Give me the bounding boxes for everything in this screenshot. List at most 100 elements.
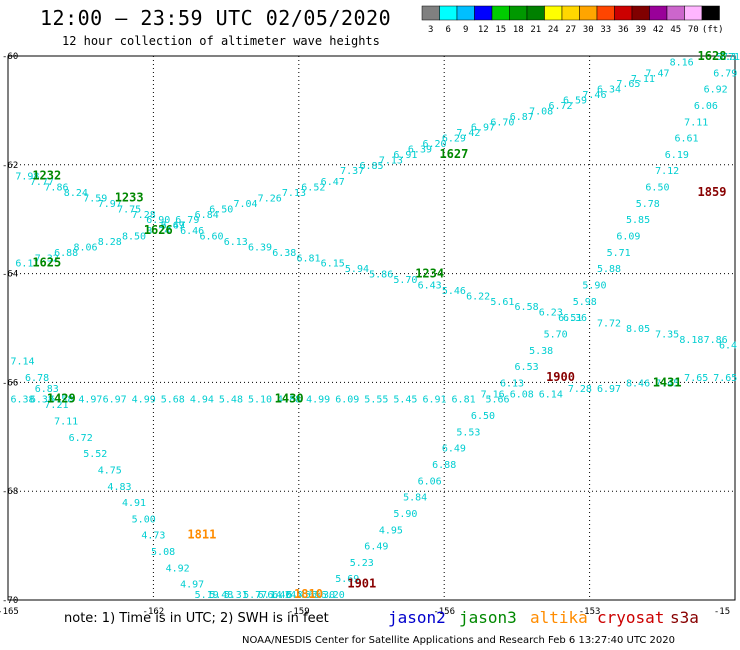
y-tick-label: -64: [2, 270, 18, 280]
wave-height-value: 7.65: [713, 373, 737, 384]
wave-height-value: 6.20: [321, 590, 345, 601]
wave-height-value: 6.39: [248, 242, 272, 253]
colorbar-swatch: [456, 5, 475, 21]
wave-height-value: 5.53: [456, 427, 480, 438]
colorbar-swatch: [561, 5, 580, 21]
wave-height-value: 6.81: [296, 253, 320, 264]
pass-time-label: 1859: [698, 185, 727, 199]
x-tick-label: -162: [143, 607, 165, 617]
wave-height-value: 5.78: [636, 199, 660, 210]
wave-height-value: 5.71: [716, 52, 740, 63]
y-tick-label: -62: [2, 161, 18, 171]
x-tick-label: -165: [0, 607, 19, 617]
wave-height-value: 7.86: [44, 183, 68, 194]
wave-height-value: 6.20: [422, 139, 446, 150]
wave-height-value: 4.92: [166, 563, 190, 574]
wave-height-value: 7.: [722, 52, 734, 63]
wave-height-value: 6.23: [539, 308, 563, 319]
wave-height-value: 5.48: [219, 395, 243, 406]
colorbar-swatch: [509, 5, 528, 21]
footer-note: note: 1) Time is in UTC; 2) SWH is in fe…: [64, 611, 329, 626]
wave-height-value: 6.13: [224, 237, 248, 248]
wave-height-value: 5.46: [442, 286, 466, 297]
wave-height-value: 4.97: [180, 580, 204, 591]
colorbar-swatch: [666, 5, 685, 21]
satellite-legend-item: cryosat: [597, 608, 665, 627]
wave-height-value: 8.18: [679, 335, 703, 346]
wave-height-value: 7.98: [15, 172, 39, 183]
satellite-legend-item: jason3: [459, 608, 517, 627]
wave-height-value: 6.79: [713, 68, 737, 79]
wave-height-value: 5.94: [345, 264, 369, 275]
wave-height-value: 7.72: [597, 319, 621, 330]
wave-height-value: 6.09: [616, 232, 640, 243]
wave-height-value: 6.19: [665, 150, 689, 161]
wave-height-value: 6.51: [558, 313, 582, 324]
wave-height-value: 4.75: [98, 465, 122, 476]
wave-height-value: 5.69: [335, 574, 359, 585]
wave-height-value: 5.48: [209, 590, 233, 601]
pass-time-label: 1626: [144, 223, 173, 237]
wave-height-value: 5.55: [364, 395, 388, 406]
wave-height-value: 5.71: [607, 248, 631, 259]
wave-height-value: 5.31: [224, 590, 248, 601]
wave-height-value: 6.14: [258, 590, 282, 601]
wave-height-value: 7.65: [616, 79, 640, 90]
colorbar-swatch: [596, 5, 615, 21]
x-tick-label: -153: [579, 607, 601, 617]
wave-height-value: 6.08: [510, 389, 534, 400]
wave-height-value: 6.49: [442, 444, 466, 455]
colorbar-swatch: [439, 5, 458, 21]
pass-time-label: 1628: [698, 49, 727, 63]
colorbar-label: 36: [618, 25, 629, 35]
wave-height-value: 6.72: [69, 433, 93, 444]
wave-height-value: 7.97: [98, 199, 122, 210]
wave-height-value: 5.66: [485, 395, 509, 406]
wave-height-value: 4.73: [141, 531, 165, 542]
wave-height-value: 6.40: [267, 590, 291, 601]
wave-height-value: 7.13: [379, 155, 403, 166]
wave-height-value: 6.15: [321, 259, 345, 270]
wave-height-value: 5.23: [350, 558, 374, 569]
wave-height-value: 6.38: [30, 395, 54, 406]
wave-height-value: 7.14: [10, 357, 34, 368]
wave-height-value: 7.08: [529, 106, 553, 117]
pass-time-label: 1901: [347, 577, 376, 591]
footer-credit: NOAA/NESDIS Center for Satellite Applica…: [242, 635, 675, 646]
wave-height-value: 7.75: [117, 204, 141, 215]
wave-height-value: 5.45: [287, 590, 311, 601]
wave-height-value: 7.28: [568, 384, 592, 395]
wave-height-value: 5.85: [626, 215, 650, 226]
wave-height-value: 7.11: [684, 117, 708, 128]
wave-height-value: 6.47: [321, 177, 345, 188]
colorbar-swatch: [579, 5, 598, 21]
wave-height-value: 6.06: [418, 476, 442, 487]
pass-time-label: 1810: [294, 587, 323, 601]
wave-height-value: 6.58: [515, 302, 539, 313]
wave-height-value: 6.60: [200, 232, 224, 243]
wave-height-value: 4.99: [132, 395, 156, 406]
wave-height-value: 6.92: [704, 85, 728, 96]
wave-height-value: 6.38: [272, 248, 296, 259]
satellite-legend-item: s3a: [670, 608, 699, 627]
wave-height-value: 5.70: [393, 275, 417, 286]
wave-height-value: 4.94: [190, 395, 214, 406]
wave-height-value: 6.14: [539, 389, 563, 400]
colorbar-swatch: [631, 5, 650, 21]
y-tick-label: -70: [2, 596, 18, 606]
wave-height-value: 6.39: [408, 144, 432, 155]
wave-height-value: 7.11: [631, 74, 655, 85]
wave-height-value: 5.98: [573, 297, 597, 308]
wave-height-value: 8.16: [670, 57, 694, 68]
wave-height-value: 6.22: [466, 291, 490, 302]
wave-height-value: 7.35: [655, 329, 679, 340]
wave-height-value: 6.50: [209, 204, 233, 215]
wave-height-value: 7.86: [704, 335, 728, 346]
wave-height-value: 8.24: [64, 188, 88, 199]
x-tick-label: -159: [288, 607, 310, 617]
wave-height-value: 7.04: [233, 199, 257, 210]
colorbar-label: 18: [513, 25, 524, 35]
colorbar-label: 30: [583, 25, 594, 35]
colorbar-label: 3: [428, 25, 433, 35]
